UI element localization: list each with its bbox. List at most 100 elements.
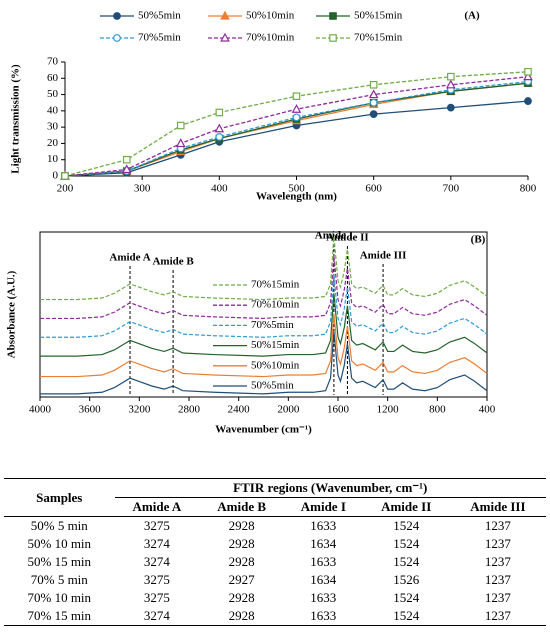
table-row: 50% 5 min 3275 2928 1633 1524 1237 <box>4 517 546 536</box>
x-tick-label: 300 <box>134 183 151 195</box>
sample-cell: 70% 5 min <box>30 572 88 587</box>
value-cell: 1633 <box>310 518 337 533</box>
series <box>60 71 533 180</box>
marker <box>61 172 69 180</box>
x-tick-label: 2400 <box>228 404 251 416</box>
y-tick-label: 50 <box>47 88 59 100</box>
value-cell: 1526 <box>393 572 420 587</box>
legend-label: 70%15min <box>251 279 300 291</box>
x-tick-label: 3600 <box>79 404 102 416</box>
table-row: 50% 10 min 3274 2928 1634 1524 1237 <box>4 535 546 553</box>
value-cell: 1524 <box>393 554 420 569</box>
value-cell: 2928 <box>228 536 255 551</box>
series <box>40 255 488 320</box>
series-line <box>40 236 488 301</box>
marker <box>523 71 533 81</box>
value-cell: 1237 <box>484 536 511 551</box>
x-tick-label: 2000 <box>277 404 300 416</box>
series <box>61 67 532 180</box>
series-line <box>64 71 529 177</box>
marker <box>524 97 532 105</box>
x-tick-label: 800 <box>520 183 537 195</box>
legend-label: 50%15min <box>251 339 300 351</box>
series-line <box>64 80 529 177</box>
legend-label: 50%5min <box>251 380 294 392</box>
marker <box>215 108 224 117</box>
marker <box>524 67 532 76</box>
y-tick-label: 10 <box>47 153 59 165</box>
value-cell: 1634 <box>310 536 337 551</box>
marker <box>369 98 378 107</box>
marker <box>369 80 378 89</box>
chart-title: (B) <box>471 234 486 246</box>
x-tick-label: 1200 <box>377 404 400 416</box>
legend-label: 70%10min <box>246 32 295 44</box>
series-line <box>40 313 488 378</box>
x-tick-label: 600 <box>365 183 382 195</box>
value-cell: 1237 <box>484 572 511 587</box>
marker <box>292 113 301 122</box>
legend-label: 70%15min <box>354 32 403 44</box>
legend-label: 50%10min <box>251 359 300 371</box>
legend-label: 50%15min <box>354 10 403 22</box>
marker <box>121 164 132 174</box>
table-row: 50% 15 min 3274 2928 1633 1524 1237 <box>4 553 546 571</box>
table-row: 70% 10 min 3275 2928 1633 1524 1237 <box>4 589 546 607</box>
x-tick-label: 800 <box>429 404 446 416</box>
value-cell: 2928 <box>228 518 255 533</box>
marker <box>175 138 186 148</box>
series-line <box>40 274 488 338</box>
value-cell: 1237 <box>484 518 511 533</box>
x-tick-label: 2800 <box>178 404 201 416</box>
header-cell: FTIR regions (Wavenumber, cm⁻¹) <box>114 478 546 498</box>
series <box>40 236 488 301</box>
x-tick-label: 400 <box>211 183 228 195</box>
x-axis-label: Wavenumber (cm⁻¹) <box>215 424 312 436</box>
value-cell: 1524 <box>393 518 420 533</box>
value-cell: 2927 <box>228 572 255 587</box>
series-line <box>40 293 488 357</box>
x-axis-label: Wavelength (nm) <box>256 191 337 203</box>
value-cell: 2928 <box>199 607 285 626</box>
value-cell: 1633 <box>310 590 337 605</box>
marker <box>291 103 302 113</box>
legend-label: 70%5min <box>251 319 294 331</box>
value-cell: 3275 <box>143 572 170 587</box>
marker <box>369 110 378 119</box>
table-row: 70% 5 min 3275 2927 1634 1526 1237 <box>4 571 546 589</box>
annotation: Amide III <box>360 250 407 262</box>
sample-cell: 70% 15 min <box>4 607 115 626</box>
legend-marker <box>113 12 121 20</box>
y-tick-label: 20 <box>47 137 59 149</box>
series <box>40 313 488 378</box>
legend-marker <box>220 32 230 42</box>
legend-marker <box>113 34 121 42</box>
x-tick-label: 700 <box>443 183 460 195</box>
series-line <box>64 100 529 177</box>
ftir-table: Samples FTIR regions (Wavenumber, cm⁻¹) … <box>4 478 546 626</box>
annotation: Amide B <box>152 256 194 268</box>
column-header: Amide I <box>284 497 363 517</box>
y-tick-label: 70 <box>47 56 59 68</box>
annotation: Amide II <box>326 232 368 244</box>
legend-label: 70%5min <box>138 32 181 44</box>
marker <box>446 103 455 112</box>
marker <box>214 123 225 133</box>
legend-label: 50%5min <box>138 10 181 22</box>
series <box>40 274 488 338</box>
value-cell: 2928 <box>228 590 255 605</box>
column-header: Amide B <box>199 497 285 517</box>
value-cell: 2928 <box>228 554 255 569</box>
y-tick-label: 30 <box>47 121 59 133</box>
annotation: Amide I <box>315 230 353 242</box>
sample-cell: 50% 10 min <box>27 536 92 551</box>
legend-marker <box>329 12 337 20</box>
y-axis-label: Absorbance (A.U.) <box>6 270 18 358</box>
y-tick-label: 60 <box>47 72 59 84</box>
sample-cell: 50% 15 min <box>27 554 92 569</box>
column-header: Amide A <box>114 497 200 517</box>
series-line <box>40 255 488 320</box>
value-cell: 3274 <box>143 554 170 569</box>
value-cell: 1524 <box>393 590 420 605</box>
